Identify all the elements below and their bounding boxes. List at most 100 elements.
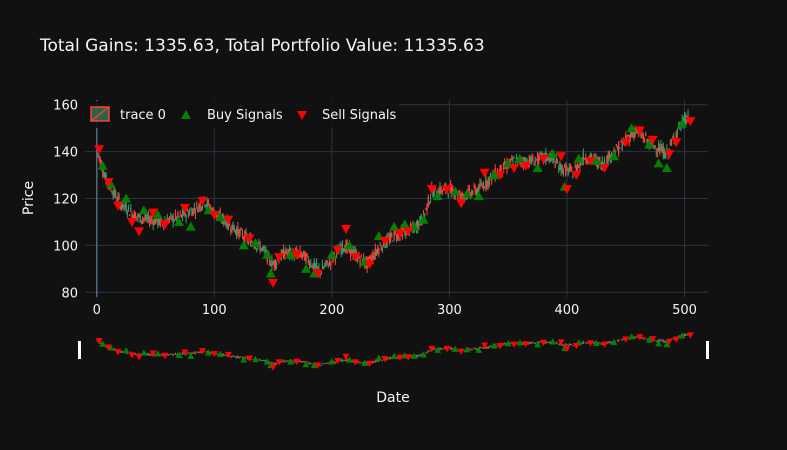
buy-marker	[285, 249, 296, 259]
slider-sell-marker	[342, 353, 350, 361]
candle-body	[575, 165, 577, 172]
slider-buy-marker	[628, 333, 636, 340]
candle-body	[187, 212, 190, 217]
candle-body	[285, 247, 287, 254]
candle-body	[404, 229, 406, 233]
candle-body	[540, 153, 542, 155]
candle-body	[353, 249, 355, 256]
candle-body	[350, 246, 352, 257]
candle-body	[374, 247, 376, 257]
sell-marker	[620, 138, 631, 148]
candle-body	[451, 185, 453, 197]
candle-body	[459, 191, 461, 200]
candle-body	[141, 218, 144, 220]
legend-item-sell-signals[interactable]: Sell Signals	[297, 108, 397, 123]
buy-marker	[626, 123, 637, 133]
legend-item-buy-signals[interactable]: Buy Signals	[181, 108, 283, 123]
candle-body	[560, 164, 562, 172]
candle-body	[194, 212, 197, 215]
slider-buy-marker	[240, 356, 248, 363]
candle-body	[170, 214, 172, 216]
candle-body	[571, 166, 573, 170]
candle-body	[133, 211, 135, 219]
candle-body	[190, 209, 192, 211]
candle-body	[234, 229, 237, 233]
candle-body	[172, 216, 174, 224]
candle-body	[308, 263, 311, 267]
candle-body	[454, 195, 456, 197]
legend-item-trace-0[interactable]: trace 0	[90, 106, 166, 123]
candle-body	[441, 190, 443, 193]
slider-sell-marker	[481, 342, 489, 349]
candle-body	[533, 165, 535, 167]
slider-buy-marker	[287, 358, 295, 365]
candle-body	[281, 250, 284, 253]
buy-marker	[547, 148, 558, 158]
x-tick-label: 400	[555, 303, 580, 318]
candle-body	[237, 226, 239, 234]
candle-body	[360, 254, 362, 256]
slider-buy-marker	[516, 339, 524, 346]
candle-body	[180, 214, 182, 218]
slider-right-handle[interactable]	[706, 341, 709, 359]
buy-marker	[185, 221, 196, 231]
candle-body	[271, 258, 273, 267]
candle-body	[500, 164, 502, 175]
candle-body	[186, 209, 188, 212]
candle-body	[300, 253, 302, 258]
candle-body	[181, 210, 184, 217]
candle-body	[112, 192, 114, 197]
candle-body	[687, 112, 689, 119]
candle-body	[120, 205, 123, 208]
slider-buy-marker	[592, 339, 600, 346]
candle-body	[553, 157, 555, 161]
candle-body	[654, 145, 656, 147]
candle-body	[390, 233, 392, 241]
sell-marker	[223, 215, 234, 225]
candle-body	[457, 196, 459, 198]
candle-body	[663, 148, 666, 159]
candle-body	[117, 196, 119, 202]
candle-body	[425, 208, 427, 210]
candle-body	[660, 144, 662, 151]
candle-body	[629, 135, 632, 141]
sell-marker	[379, 236, 390, 246]
buy-marker	[677, 118, 688, 128]
slider-buy-marker	[549, 338, 557, 345]
candle-body	[478, 184, 480, 194]
sell-marker	[442, 185, 453, 195]
slider-sell-marker	[522, 341, 530, 348]
candle-body	[659, 147, 661, 154]
legend[interactable]: trace 0 Buy Signals Sell Signals	[85, 101, 399, 128]
slider-left-handle[interactable]	[78, 341, 81, 359]
candle-body	[640, 135, 642, 138]
candle-body	[146, 216, 148, 220]
candle-body	[315, 262, 318, 269]
candle-body	[656, 151, 659, 154]
candle-body	[103, 172, 105, 177]
candle-body	[206, 200, 208, 206]
slider-buy-marker	[534, 340, 542, 348]
candle-body	[263, 246, 265, 249]
candle-body	[391, 234, 393, 236]
candle-body	[270, 264, 272, 266]
slider-buy-marker	[610, 338, 618, 345]
candle-body	[288, 248, 291, 256]
candle-body	[137, 214, 139, 218]
candle-body	[474, 187, 476, 193]
buy-marker	[300, 263, 311, 273]
candle-body	[160, 217, 163, 222]
candle-body	[562, 171, 565, 174]
candle-body	[340, 247, 342, 255]
candle-body	[475, 190, 478, 195]
candle-body	[625, 134, 627, 139]
plot-area[interactable]	[94, 109, 696, 288]
candle-body	[380, 248, 382, 250]
range-slider[interactable]	[78, 332, 709, 371]
candle-body	[400, 226, 402, 232]
candle-body	[284, 253, 286, 257]
candle-body	[261, 247, 264, 249]
candle-body	[452, 189, 454, 192]
candle-body	[310, 261, 312, 266]
candle-body	[104, 175, 106, 177]
